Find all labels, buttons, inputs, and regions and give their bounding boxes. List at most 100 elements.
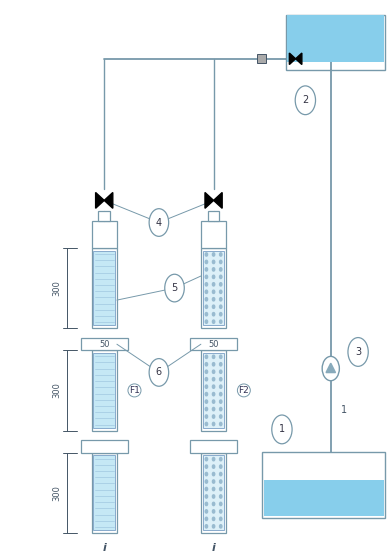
Circle shape [212,495,215,498]
Circle shape [205,378,208,381]
Circle shape [212,282,215,286]
Bar [93,251,115,325]
Bar [263,480,384,517]
Circle shape [205,370,208,374]
Circle shape [205,525,208,528]
Circle shape [205,408,208,411]
Circle shape [220,363,222,366]
Circle shape [212,488,215,490]
Circle shape [205,393,208,396]
Circle shape [220,305,222,309]
Circle shape [205,268,208,271]
Circle shape [205,385,208,388]
Bar [201,221,226,248]
Bar [91,453,117,533]
Circle shape [212,458,215,461]
Circle shape [205,282,208,286]
Circle shape [220,268,222,271]
Circle shape [220,465,222,468]
Bar [190,440,237,453]
Circle shape [220,290,222,294]
Circle shape [220,517,222,520]
Circle shape [205,510,208,513]
Circle shape [205,465,208,468]
Bar [81,440,128,453]
Circle shape [205,480,208,483]
Circle shape [220,385,222,388]
Circle shape [212,408,215,411]
Bar [201,453,226,533]
Polygon shape [326,363,336,373]
Circle shape [205,400,208,403]
Circle shape [205,423,208,426]
Circle shape [220,253,222,256]
Circle shape [212,275,215,279]
Circle shape [220,458,222,461]
Circle shape [220,423,222,426]
Polygon shape [205,192,214,208]
Text: F1: F1 [129,386,140,395]
Text: 300: 300 [52,383,61,398]
Bar [203,353,224,428]
Text: 3: 3 [355,347,361,357]
Circle shape [165,274,184,302]
Circle shape [205,473,208,476]
Circle shape [212,510,215,513]
Circle shape [272,415,292,444]
Circle shape [220,400,222,403]
Text: 4: 4 [156,217,162,227]
Circle shape [220,370,222,374]
Circle shape [205,253,208,256]
Circle shape [212,268,215,271]
Circle shape [212,502,215,505]
Circle shape [212,253,215,256]
Circle shape [205,275,208,279]
Circle shape [212,363,215,366]
Bar [190,338,237,350]
Circle shape [220,488,222,490]
Circle shape [212,378,215,381]
Bar [201,248,226,328]
Bar [91,248,117,328]
Circle shape [220,260,222,264]
Bar [203,251,224,325]
Circle shape [348,337,368,366]
Polygon shape [296,53,302,64]
Circle shape [220,320,222,324]
Bar [81,338,128,350]
Circle shape [205,355,208,359]
Circle shape [205,502,208,505]
Circle shape [205,517,208,520]
Circle shape [205,488,208,490]
Bar [203,455,224,530]
Bar [286,14,385,70]
Polygon shape [214,192,222,208]
Circle shape [212,297,215,301]
Circle shape [220,480,222,483]
Bar [201,350,226,430]
Polygon shape [289,53,296,64]
Polygon shape [104,192,113,208]
Circle shape [205,260,208,264]
Circle shape [220,282,222,286]
Bar [91,221,117,248]
Text: 300: 300 [52,485,61,501]
Text: 6: 6 [156,368,162,378]
Text: 1: 1 [341,405,347,415]
Text: i: i [212,543,216,553]
Circle shape [212,423,215,426]
Circle shape [205,320,208,324]
Circle shape [212,415,215,418]
Text: i: i [102,543,106,553]
Circle shape [220,355,222,359]
Circle shape [205,312,208,316]
Circle shape [212,385,215,388]
Circle shape [220,415,222,418]
Circle shape [149,359,169,386]
Circle shape [212,400,215,403]
Bar [287,15,384,62]
Bar [208,211,219,221]
Text: 5: 5 [171,283,178,293]
Circle shape [212,260,215,264]
Circle shape [212,525,215,528]
